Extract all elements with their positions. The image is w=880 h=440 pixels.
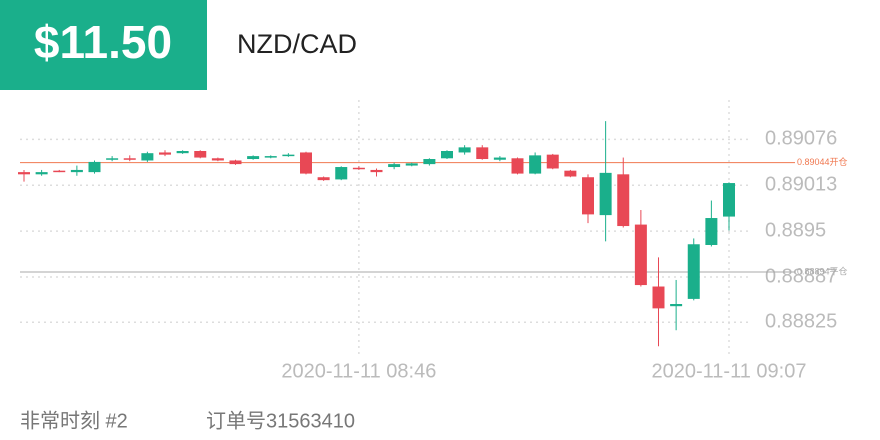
candle-body xyxy=(511,158,524,174)
candle-body xyxy=(476,147,489,160)
order-label: 订单号 xyxy=(206,409,266,432)
y-tick-label: 0.88825 xyxy=(765,310,837,332)
candle-body xyxy=(564,170,577,177)
candle-body xyxy=(529,155,542,174)
candle-body xyxy=(70,169,83,173)
candle-body xyxy=(687,244,700,299)
y-tick-label: 0.89013 xyxy=(765,174,837,196)
candle-body xyxy=(88,161,101,173)
reference-label: 0.88894平仓 xyxy=(797,265,848,276)
candle-body xyxy=(652,286,665,309)
candle-body xyxy=(634,224,647,286)
price: $11.50 xyxy=(34,16,172,68)
candle-body xyxy=(705,218,718,245)
candle-body xyxy=(229,160,242,165)
x-tick-label: 2020-11-11 09:07 xyxy=(652,360,807,382)
candle-body xyxy=(723,183,735,217)
candle-body xyxy=(352,167,365,170)
candle-body xyxy=(388,164,401,168)
y-tick-label: 0.88887 xyxy=(765,265,837,287)
order-number: 31563410 xyxy=(266,410,355,432)
candle-body xyxy=(159,152,171,155)
candle-body xyxy=(405,163,418,166)
candle-body xyxy=(123,158,136,160)
candle-body xyxy=(53,170,66,173)
candle-body xyxy=(176,151,189,154)
candle-body xyxy=(335,167,348,180)
candle-body xyxy=(670,304,683,307)
candle-body xyxy=(247,156,260,160)
candle-body xyxy=(370,169,383,173)
candle-body xyxy=(141,153,154,161)
candle-body xyxy=(546,154,559,169)
reference-label: 0.89044开仓 xyxy=(797,156,848,167)
symbol: NZD/CAD xyxy=(237,29,357,59)
x-tick-label: 2020-11-11 08:46 xyxy=(281,360,436,382)
price-badge xyxy=(0,0,207,90)
candle-body xyxy=(582,177,594,215)
candle-body xyxy=(599,172,612,216)
candle-body xyxy=(317,177,330,181)
candle-body xyxy=(35,172,48,175)
candle-body xyxy=(106,158,119,160)
candle-body xyxy=(441,151,453,159)
candle-body xyxy=(211,158,224,161)
event-label: 非常时刻 #2 xyxy=(20,409,128,432)
y-tick-label: 0.8895 xyxy=(765,219,826,241)
candle-body xyxy=(617,174,630,227)
candle-body xyxy=(194,151,207,158)
y-tick-label: 0.89076 xyxy=(765,128,837,150)
candle-body xyxy=(18,172,30,175)
candle-body xyxy=(300,152,312,174)
candle-body xyxy=(264,156,277,158)
candle-body xyxy=(282,154,295,157)
candle-body xyxy=(493,157,506,160)
candle-body xyxy=(423,159,436,165)
candle-body xyxy=(458,147,471,153)
